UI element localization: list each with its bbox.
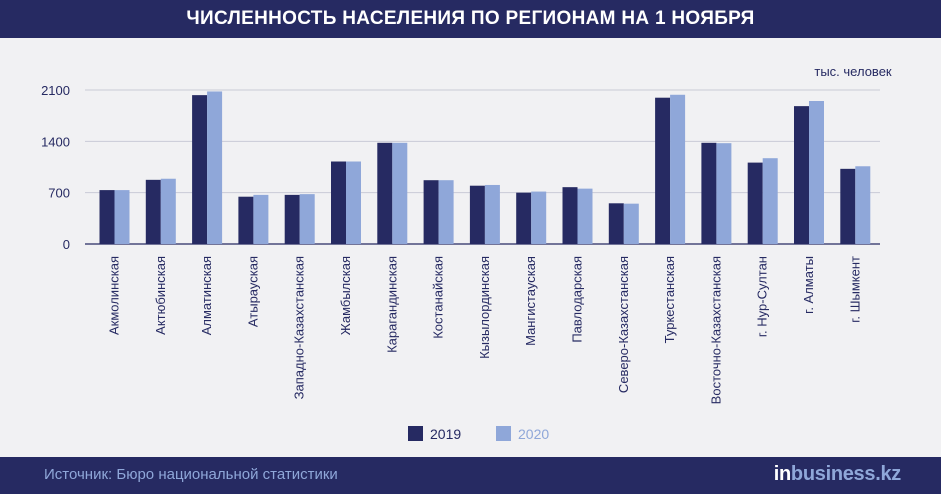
bar-2020 <box>438 180 454 244</box>
x-tick-label: Туркестанская <box>662 256 677 343</box>
bar-2020 <box>809 101 824 244</box>
bar-2019 <box>331 161 346 244</box>
bar-2020 <box>299 194 315 244</box>
brand-logo: inbusiness.kz <box>773 463 902 486</box>
x-tick-label: Павлодарская <box>570 256 585 343</box>
bar-2020 <box>762 158 778 244</box>
x-tick-label: Мангистауская <box>523 256 538 346</box>
bar-2019 <box>423 180 439 244</box>
bar-2019 <box>238 196 254 244</box>
x-tick-label: Жамбылская <box>338 256 353 335</box>
bar-2019 <box>840 168 856 244</box>
bar-2019 <box>377 142 393 244</box>
footer-bar: Источник: Бюро национальной статистики i… <box>0 457 941 494</box>
legend-label-2020: 2020 <box>518 426 549 442</box>
x-tick-label: Актюбинская <box>153 256 168 335</box>
x-tick-label: Кызылординская <box>477 256 492 359</box>
y-tick-label: 2100 <box>41 83 70 98</box>
bar-2020 <box>670 94 686 245</box>
x-tick-label: Акмолинская <box>107 256 122 335</box>
bar-2019 <box>284 194 300 244</box>
bar-chart: 0 700 1400 2100 тыс. человек Акмолинская Актюб… <box>41 64 892 442</box>
x-tick-label: Алматинская <box>199 256 214 335</box>
bar-2019 <box>701 142 717 244</box>
source-note: Источник: Бюро национальной статистики <box>44 466 338 483</box>
bar-2020 <box>392 142 408 244</box>
title-bar: ЧИСЛЕННОСТЬ НАСЕЛЕНИЯ ПО РЕГИОНАМ НА 1 Н… <box>0 0 941 38</box>
bar-2019 <box>562 187 578 244</box>
bar-2020 <box>577 188 593 244</box>
bar-2019 <box>747 162 763 244</box>
x-tick-label: Восточно-Казахстанская <box>708 256 723 404</box>
legend-swatch-2019 <box>408 426 423 441</box>
legend-label-2019: 2019 <box>430 426 461 442</box>
bar-2019 <box>145 179 161 244</box>
bar-2020 <box>623 203 639 244</box>
bar-2019 <box>99 190 115 244</box>
bar-2019 <box>516 192 532 244</box>
y-tick-label: 1400 <box>41 134 70 149</box>
brand-logo-part1: in <box>773 463 791 485</box>
x-tick-label: г. Алматы <box>801 256 816 314</box>
bar-2020 <box>207 91 223 244</box>
bar-2020 <box>114 190 130 244</box>
x-tick-label: Карагандинская <box>384 256 399 353</box>
x-tick-label: Западно-Казахстанская <box>292 256 307 399</box>
legend-swatch-2020 <box>496 426 511 441</box>
bar-2020 <box>160 178 176 244</box>
brand-logo-part2: business.kz <box>790 463 901 485</box>
unit-label: тыс. человек <box>814 64 892 79</box>
y-tick-label: 0 <box>63 237 70 252</box>
bar-2019 <box>655 97 671 244</box>
bar-2019 <box>608 203 624 244</box>
x-tick-label: г. Шымкент <box>847 256 862 323</box>
x-tick-label: Костанайская <box>431 256 446 339</box>
x-tick-label: г. Нур-Султан <box>755 256 770 337</box>
bar-2019 <box>192 95 208 244</box>
y-tick-label: 700 <box>48 186 70 201</box>
bar-2020 <box>253 194 269 244</box>
x-tick-label: Северо-Казахстанская <box>616 256 631 393</box>
bar-2020 <box>531 191 547 244</box>
bar-2020 <box>716 143 732 244</box>
chart-title: ЧИСЛЕННОСТЬ НАСЕЛЕНИЯ ПО РЕГИОНАМ НА 1 Н… <box>186 8 755 29</box>
bar-2020 <box>346 161 361 244</box>
bar-2019 <box>469 185 485 244</box>
bar-2020 <box>855 166 871 244</box>
bar-2019 <box>794 106 809 244</box>
bar-2020 <box>484 184 500 244</box>
x-tick-label: Атырауская <box>245 256 260 327</box>
